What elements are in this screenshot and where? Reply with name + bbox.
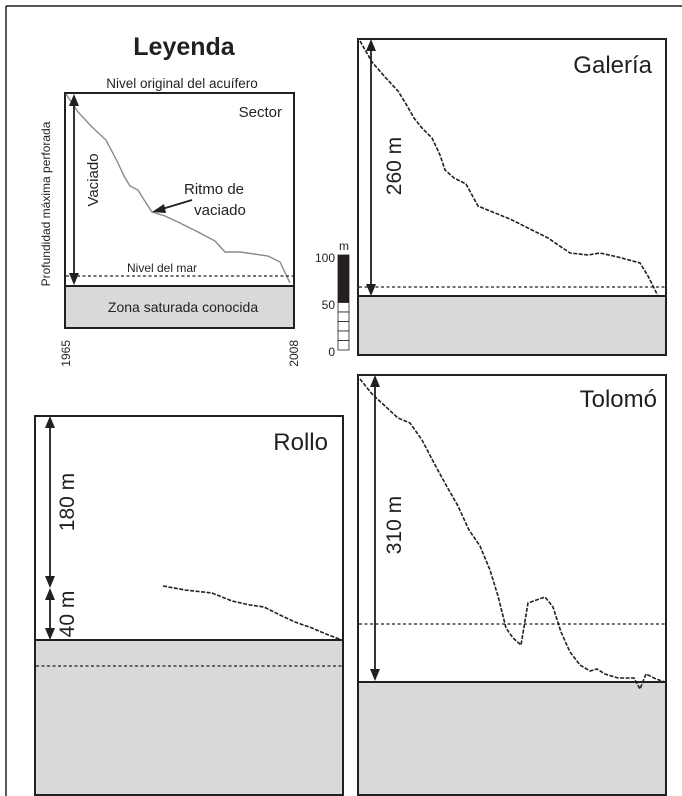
rollo-upper-arrow-head-down [45, 576, 55, 588]
scale-segment [337, 292, 350, 303]
scale-label-50: 50 [322, 298, 336, 312]
scale-segment [337, 254, 350, 265]
legend-rate-pointer-line [161, 199, 193, 210]
legend-drain-arrow-head-down [69, 273, 79, 285]
rollo-drawdown-curve [162, 585, 343, 641]
legend-saturated-zone [64, 285, 295, 329]
legend-year-start: 1965 [59, 340, 73, 367]
legend-title: Leyenda [133, 33, 236, 61]
tolomo-saturated-zone [357, 681, 667, 796]
tolomo-title: Tolomó [580, 386, 657, 413]
rollo-upper-depth-label: 180 m [56, 473, 79, 531]
tolomo-depth-arrow-head-up [370, 375, 380, 387]
legend-saturated-label: Zona saturada conocida [108, 299, 258, 315]
scale-segment [337, 273, 350, 284]
rollo-lower-arrow-head-up [45, 588, 55, 600]
rollo-lower-arrow-head-down [45, 628, 55, 640]
legend-drain-arrow-head-up [69, 94, 79, 106]
scale-segment [337, 340, 350, 351]
scale-label-100: 100 [315, 251, 335, 265]
scale-label-0: 0 [328, 345, 335, 359]
rollo-saturated-zone [34, 639, 344, 796]
scale-segment [337, 321, 350, 332]
galeria-title: Galería [573, 52, 652, 79]
rollo-title: Rollo [273, 429, 328, 456]
galeria-depth-arrow-head-down [366, 284, 376, 296]
scale-segment [337, 302, 350, 313]
scale-segment [337, 264, 350, 275]
scale-segment [337, 330, 350, 341]
scale-segment [337, 311, 350, 322]
tolomo-depth-arrow-head-down [370, 669, 380, 681]
tolomo-depth-label: 310 m [383, 496, 406, 554]
rollo-lower-depth-label: 40 m [56, 591, 79, 638]
galeria-depth-label: 260 m [383, 137, 406, 195]
galeria-depth-arrow-head-up [366, 39, 376, 51]
sector-tolomo-panel: 310 m Tolomó [357, 374, 667, 796]
depth-scale-bar: m 100 50 0 [315, 239, 350, 359]
scale-segment [337, 283, 350, 294]
legend-sector-label: Sector [239, 104, 282, 121]
rollo-upper-arrow-head-up [45, 416, 55, 428]
galeria-drawdown-curve [359, 40, 659, 297]
legend-panel: Leyenda Nivel original del acuífero Zona… [39, 33, 301, 367]
sector-galeria-panel: 260 m Galería [357, 38, 667, 356]
legend-max-depth-label: Profundidad máxima perforada [39, 121, 53, 286]
sector-rollo-panel: 180 m 40 m Rollo [34, 415, 344, 796]
scale-unit-label: m [339, 239, 349, 253]
legend-original-level-label: Nivel original del acuífero [106, 76, 258, 91]
scale-segments [337, 254, 350, 351]
galeria-saturated-zone [357, 295, 667, 356]
legend-drain-label: Vaciado [85, 153, 102, 206]
legend-rate-label-line1: Ritmo de [184, 181, 244, 198]
tolomo-drawdown-curve [359, 378, 666, 691]
legend-year-end: 2008 [287, 340, 301, 367]
legend-rate-label-line2: vaciado [194, 202, 246, 219]
legend-rate-pointer-head [152, 204, 166, 213]
legend-sea-level-label: Nivel del mar [127, 261, 197, 275]
